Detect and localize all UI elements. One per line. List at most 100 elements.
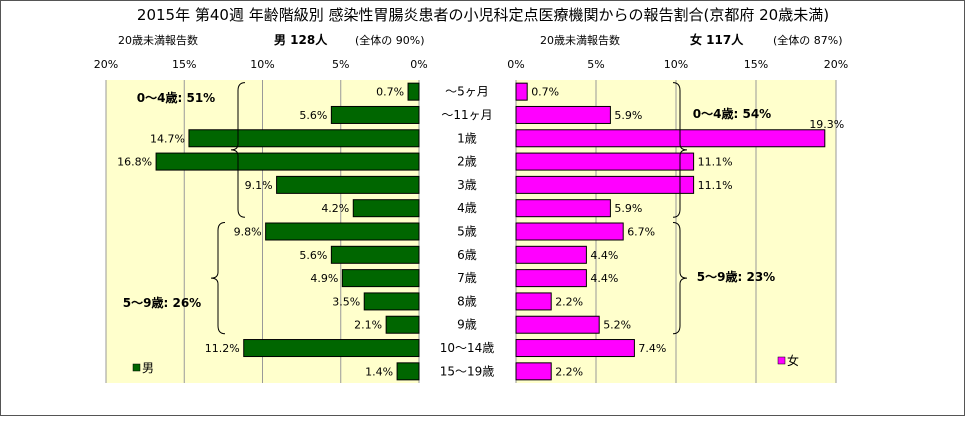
category-label: 3歳 <box>457 178 477 192</box>
male-header-label: 20歳未満報告数 <box>118 34 198 47</box>
category-label: 6歳 <box>457 248 477 262</box>
female-data-label: 4.4% <box>590 249 618 262</box>
age-group-brackets: 0～4歳: 51% 5～9歳: 26% 0～4歳: 54% 5～9歳: 23% <box>123 82 775 335</box>
male-data-label: 5.6% <box>299 109 327 122</box>
male-bar <box>341 269 420 288</box>
male-bar <box>188 129 420 148</box>
male-data-label: 4.9% <box>310 272 338 285</box>
male-data-label: 9.8% <box>234 226 262 239</box>
male-data-label: 2.1% <box>354 319 382 332</box>
female-bar <box>515 339 635 358</box>
female-bar <box>515 245 587 264</box>
female-data-label: 5.2% <box>603 319 631 332</box>
male-header-count: 男 128人 <box>274 32 328 47</box>
female-data-label: 11.1% <box>698 156 733 169</box>
female-legend-swatch <box>777 356 786 365</box>
female-data-label: 2.2% <box>555 295 583 308</box>
male-bar <box>385 315 420 334</box>
male-legend-label: 男 <box>142 361 154 375</box>
male-bracket-5-9 <box>210 222 226 335</box>
male-data-label: 14.7% <box>150 132 185 145</box>
male-data-label: 9.1% <box>245 179 273 192</box>
female-x-tick-label: 5% <box>587 58 604 71</box>
female-bar <box>515 175 695 194</box>
category-label: 10～14歳 <box>440 341 495 355</box>
category-label: 8歳 <box>457 294 477 308</box>
male-bar <box>352 199 420 218</box>
female-bracket-5-9 <box>672 222 688 335</box>
female-bar <box>515 152 695 171</box>
female-data-label: 6.7% <box>627 226 655 239</box>
female-data-label: 5.9% <box>614 109 642 122</box>
female-data-label: 4.4% <box>590 272 618 285</box>
male-bar <box>330 245 420 264</box>
female-bracket-label-0-4: 0～4歳: 54% <box>693 106 771 121</box>
female-bar <box>515 129 826 148</box>
male-bracket-label-0-4: 0～4歳: 51% <box>137 90 215 105</box>
male-bar <box>407 82 420 101</box>
male-x-tick-label: 20% <box>94 58 118 71</box>
female-x-tick-label: 20% <box>824 58 848 71</box>
category-label: 15～19歳 <box>440 364 495 378</box>
female-bar <box>515 222 624 241</box>
female-bar <box>515 315 600 334</box>
category-label: ～11ヶ月 <box>441 108 492 122</box>
female-bracket-0-4 <box>672 82 688 218</box>
female-bar <box>515 82 528 101</box>
female-data-label: 19.3% <box>809 118 844 131</box>
category-label: 4歳 <box>457 201 477 215</box>
male-x-tick-label: 15% <box>172 58 196 71</box>
male-bar <box>330 105 420 124</box>
male-data-label: 5.6% <box>299 249 327 262</box>
female-bar <box>515 199 611 218</box>
male-bar <box>243 339 420 358</box>
category-label: 7歳 <box>457 271 477 285</box>
female-data-label: 2.2% <box>555 365 583 378</box>
male-header-share: (全体の 90%) <box>355 33 425 47</box>
category-label: ～5ヶ月 <box>445 85 489 99</box>
legend: 男女 <box>132 353 799 375</box>
male-data-label: 11.2% <box>205 342 240 355</box>
male-data-label: 4.2% <box>321 202 349 215</box>
female-bar <box>515 362 552 381</box>
male-data-label: 1.4% <box>365 365 393 378</box>
female-header-share: (全体の 87%) <box>773 33 843 47</box>
male-bar <box>155 152 420 171</box>
male-bracket-label-5-9: 5～9歳: 26% <box>123 295 201 310</box>
female-data-label: 11.1% <box>698 179 733 192</box>
female-bar <box>515 292 552 311</box>
male-bar <box>265 222 420 241</box>
axis-tick-labels: 0% 0% 5% 5% 10% 10% 15% 15% 20% 20% <box>94 58 848 71</box>
female-data-label: 5.9% <box>614 202 642 215</box>
male-bar <box>396 362 420 381</box>
category-label: 2歳 <box>457 155 477 169</box>
female-data-label: 0.7% <box>531 86 559 99</box>
female-bracket-label-5-9: 5～9歳: 23% <box>697 269 775 284</box>
male-bar <box>276 175 420 194</box>
female-header-count: 女 117人 <box>690 32 744 47</box>
male-bracket-0-4 <box>230 82 246 218</box>
female-x-tick-label: 10% <box>664 58 688 71</box>
female-legend-label: 女 <box>787 353 799 368</box>
data-labels: 0.7% 0.7% 5.6% 5.9% 14.7% 19.3% 16.8% 11.1% 9.1%… <box>117 86 844 379</box>
female-x-tick-label: 15% <box>744 58 768 71</box>
male-x-tick-label: 5% <box>332 58 349 71</box>
female-header-label: 20歳未満報告数 <box>540 34 620 47</box>
female-bar <box>515 105 611 124</box>
male-data-label: 0.7% <box>376 86 404 99</box>
male-bar <box>363 292 420 311</box>
male-data-label: 3.5% <box>332 295 360 308</box>
female-bar <box>515 269 587 288</box>
chart-title: 2015年 第40週 年齢階級別 感染性胃腸炎患者の小児科定点医療機関からの報告… <box>137 6 829 24</box>
male-legend-swatch <box>132 363 141 372</box>
female-data-label: 7.4% <box>638 342 666 355</box>
male-x-tick-label: 10% <box>250 58 274 71</box>
male-x-tick-label: 0% <box>410 58 427 71</box>
category-label: 5歳 <box>457 225 477 239</box>
category-label: 9歳 <box>457 318 477 332</box>
female-x-tick-label: 0% <box>507 58 524 71</box>
category-label: 1歳 <box>457 131 477 145</box>
bars <box>155 82 826 381</box>
